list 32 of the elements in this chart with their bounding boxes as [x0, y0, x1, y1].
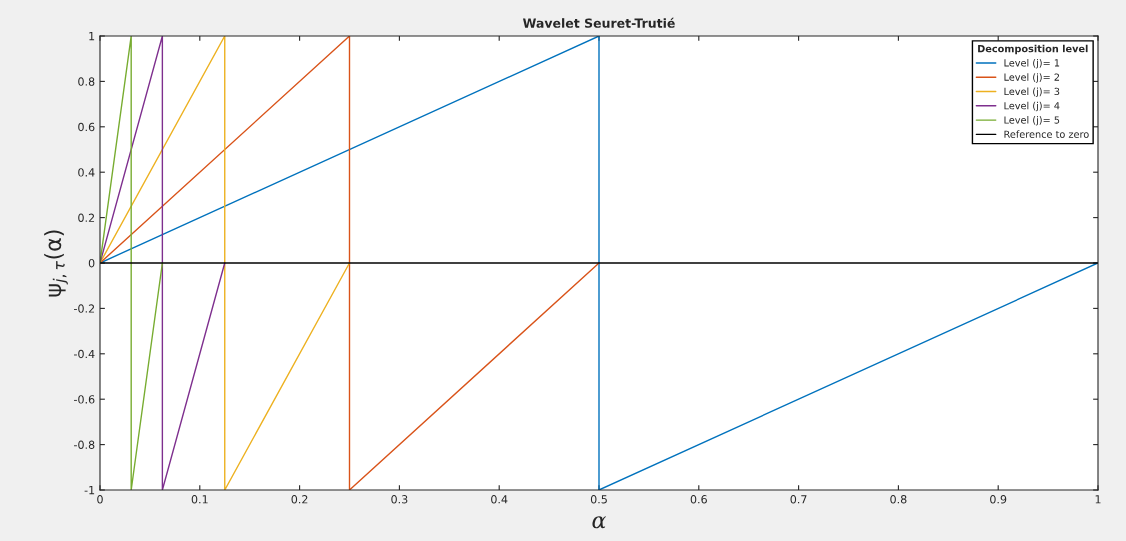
legend-label: Level (j)= 2	[1004, 73, 1060, 83]
x-tick-label: 0.2	[291, 495, 308, 504]
legend-title: Decomposition level	[978, 44, 1088, 55]
x-tick-label: 0.6	[690, 495, 707, 504]
y-tick-label: 1	[89, 32, 95, 41]
x-tick-label: 0	[97, 495, 103, 504]
x-tick-label: 0.7	[790, 495, 807, 504]
y-tick-label: 0.2	[78, 213, 95, 222]
legend-label: Level (j)= 1	[1004, 59, 1060, 69]
legend-label: Reference to zero	[1004, 130, 1089, 138]
y-tick-label: -0.4	[74, 349, 95, 359]
y-tick-label: 0.4	[78, 168, 95, 177]
x-tick-label: 0.4	[491, 495, 508, 504]
y-tick-label: -0.2	[74, 304, 95, 313]
y-tick-label: 0.8	[78, 77, 95, 86]
legend-label: Level (j)= 4	[1004, 101, 1060, 112]
y-tick-label: 0	[88, 258, 95, 268]
chart-title: Wavelet Seuret-Trutié	[522, 17, 675, 28]
legend-label: Level (j)= 5	[1004, 116, 1060, 126]
x-tick-label: 0.1	[191, 495, 208, 504]
x-tick-label: 0.3	[391, 495, 408, 504]
x-tick-label: 0.8	[890, 495, 907, 504]
y-tick-label: -0.8	[74, 440, 95, 449]
y-tick-label: -0.6	[74, 395, 95, 404]
y-tick-label: 0.6	[78, 122, 95, 132]
x-tick-label: 1	[1095, 495, 1101, 504]
legend-label: Level (j)= 3	[1004, 87, 1060, 97]
y-axis-title: ψ$_{j,τ}$(α)	[44, 230, 68, 297]
y-tick-label: -1	[84, 486, 95, 495]
x-axis-title: α	[592, 516, 607, 529]
x-tick-label: 0.9	[990, 495, 1007, 504]
x-tick-label: 0.5	[590, 495, 607, 504]
